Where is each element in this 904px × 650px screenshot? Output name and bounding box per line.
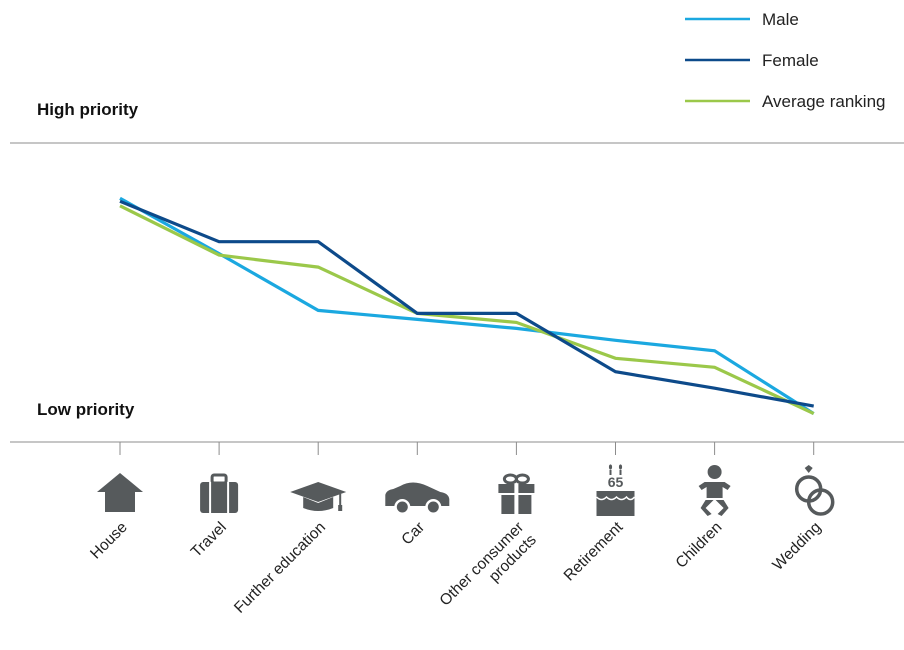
legend: Male Female Average ranking	[685, 10, 886, 111]
high-priority-label: High priority	[37, 100, 139, 119]
x-tick-label-other-consumer-products: Other consumerproducts	[437, 519, 540, 622]
gift-icon	[498, 473, 535, 514]
category-labels: House Travel Further education Car Other con…	[87, 518, 824, 622]
low-priority-label: Low priority	[37, 400, 135, 419]
series-layer	[119, 196, 815, 416]
category-icons: 65	[97, 464, 835, 516]
cake-text: 65	[608, 474, 624, 490]
x-tick-label-house: House	[87, 519, 131, 563]
x-tick-label-travel: Travel	[188, 519, 230, 561]
house-icon	[97, 473, 143, 512]
car-icon	[385, 482, 450, 515]
baby-icon	[698, 465, 731, 516]
x-tick-label-further-education: Further education	[231, 519, 329, 617]
legend-label-female: Female	[762, 51, 819, 70]
suitcase-icon	[200, 473, 239, 513]
series-line-female	[119, 199, 814, 408]
legend-label-male: Male	[762, 10, 799, 29]
x-tick-label-retirement: Retirement	[561, 518, 627, 584]
x-tick-label-children: Children	[673, 519, 726, 572]
x-tick-label-car: Car	[398, 519, 428, 549]
series-line-male	[119, 196, 815, 415]
x-tick-label-wedding: Wedding	[769, 519, 824, 574]
birthday-cake-icon: 65	[595, 464, 636, 516]
graduation-cap-icon	[290, 482, 347, 511]
x-axis-ticks	[119, 442, 815, 455]
legend-label-average: Average ranking	[762, 92, 886, 111]
wedding-rings-icon	[794, 465, 835, 516]
series-line-average-ranking	[119, 204, 815, 416]
